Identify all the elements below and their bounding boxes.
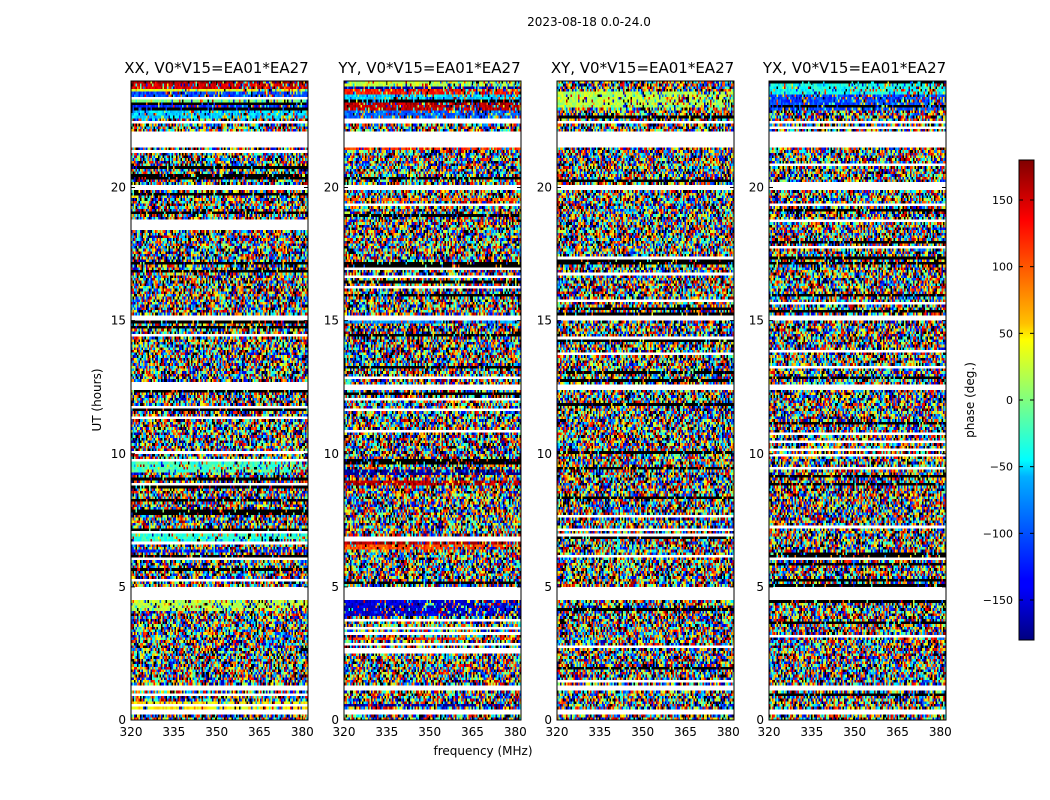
x-tick-label: 320 [120, 725, 143, 739]
y-tick-label: 5 [756, 580, 764, 594]
x-tick-label: 380 [929, 725, 952, 739]
colorbar-tick-label: −50 [990, 461, 1013, 474]
x-axis-label: frequency (MHz) [433, 744, 532, 758]
panel-heatmap [557, 81, 734, 720]
x-tick-label: 365 [674, 725, 697, 739]
panel-frame [130, 80, 309, 721]
panel-heatmap [769, 81, 946, 720]
y-tick-label: 5 [544, 580, 552, 594]
panel-heatmap [131, 81, 308, 720]
x-tick-label: 335 [800, 725, 823, 739]
y-tick-label: 15 [537, 314, 552, 328]
x-tick-label: 350 [631, 725, 654, 739]
y-tick-label: 15 [324, 314, 339, 328]
figure-title: 2023-08-18 0.0-24.0 [527, 15, 651, 29]
x-tick-label: 380 [291, 725, 314, 739]
y-tick-label: 10 [749, 447, 764, 461]
x-tick-label: 350 [418, 725, 441, 739]
panel-3: YX, V0*V15=EA01*EA27 320 335 350 365 380 0 5 10 1… [749, 59, 952, 739]
heatmap-panels: XX, V0*V15=EA01*EA27 320 335 350 365 380 0 5 10 1… [111, 59, 952, 739]
panel-heatmap [344, 81, 521, 720]
colorbar-label: phase (deg.) [963, 362, 977, 438]
x-tick-label: 365 [248, 725, 271, 739]
x-tick-label: 320 [758, 725, 781, 739]
panel-title: XX, V0*V15=EA01*EA27 [124, 59, 308, 77]
x-tick-label: 365 [886, 725, 909, 739]
panel-frame [556, 80, 735, 721]
panel-frame [343, 80, 522, 721]
y-tick-label: 0 [118, 713, 126, 727]
y-tick-label: 0 [544, 713, 552, 727]
panel-2: XY, V0*V15=EA01*EA27 320 335 350 365 380 0 5 10 1… [537, 59, 740, 739]
panel-0: XX, V0*V15=EA01*EA27 320 335 350 365 380 0 5 10 1… [111, 59, 314, 739]
y-tick-label: 15 [111, 314, 126, 328]
y-tick-label: 20 [749, 181, 764, 195]
y-tick-label: 20 [111, 181, 126, 195]
x-tick-label: 335 [162, 725, 185, 739]
x-tick-label: 380 [717, 725, 740, 739]
panel-title: YX, V0*V15=EA01*EA27 [762, 59, 946, 77]
y-tick-label: 5 [118, 580, 126, 594]
colorbar-tick-label: −100 [983, 527, 1013, 540]
x-tick-label: 320 [546, 725, 569, 739]
panel-frame [768, 80, 947, 721]
x-tick-label: 365 [461, 725, 484, 739]
x-tick-label: 335 [588, 725, 611, 739]
y-tick-label: 10 [324, 447, 339, 461]
colorbar-tick-label: 150 [992, 194, 1013, 207]
colorbar-tick-label: −150 [983, 594, 1013, 607]
x-tick-label: 350 [205, 725, 228, 739]
y-tick-label: 15 [749, 314, 764, 328]
panel-title: XY, V0*V15=EA01*EA27 [551, 59, 734, 77]
y-tick-label: 10 [537, 447, 552, 461]
y-tick-label: 10 [111, 447, 126, 461]
colorbar-tick-label: 100 [992, 261, 1013, 274]
colorbar-tick-label: 50 [999, 327, 1013, 340]
y-tick-label: 20 [537, 181, 552, 195]
panel-1: YY, V0*V15=EA01*EA27 320 335 350 365 380 0 5 10 1… [324, 59, 527, 739]
colorbar-tick-label: 0 [1006, 394, 1013, 407]
y-tick-label: 0 [331, 713, 339, 727]
y-tick-label: 0 [756, 713, 764, 727]
x-tick-label: 350 [843, 725, 866, 739]
colorbar: phase (deg.) −150 −100 −50 0 50 100 150 [963, 159, 1035, 641]
y-tick-label: 20 [324, 181, 339, 195]
x-tick-label: 335 [375, 725, 398, 739]
x-tick-label: 380 [504, 725, 527, 739]
y-tick-label: 5 [331, 580, 339, 594]
panel-title: YY, V0*V15=EA01*EA27 [337, 59, 520, 77]
x-tick-label: 320 [333, 725, 356, 739]
y-axis-label: UT (hours) [90, 368, 104, 431]
